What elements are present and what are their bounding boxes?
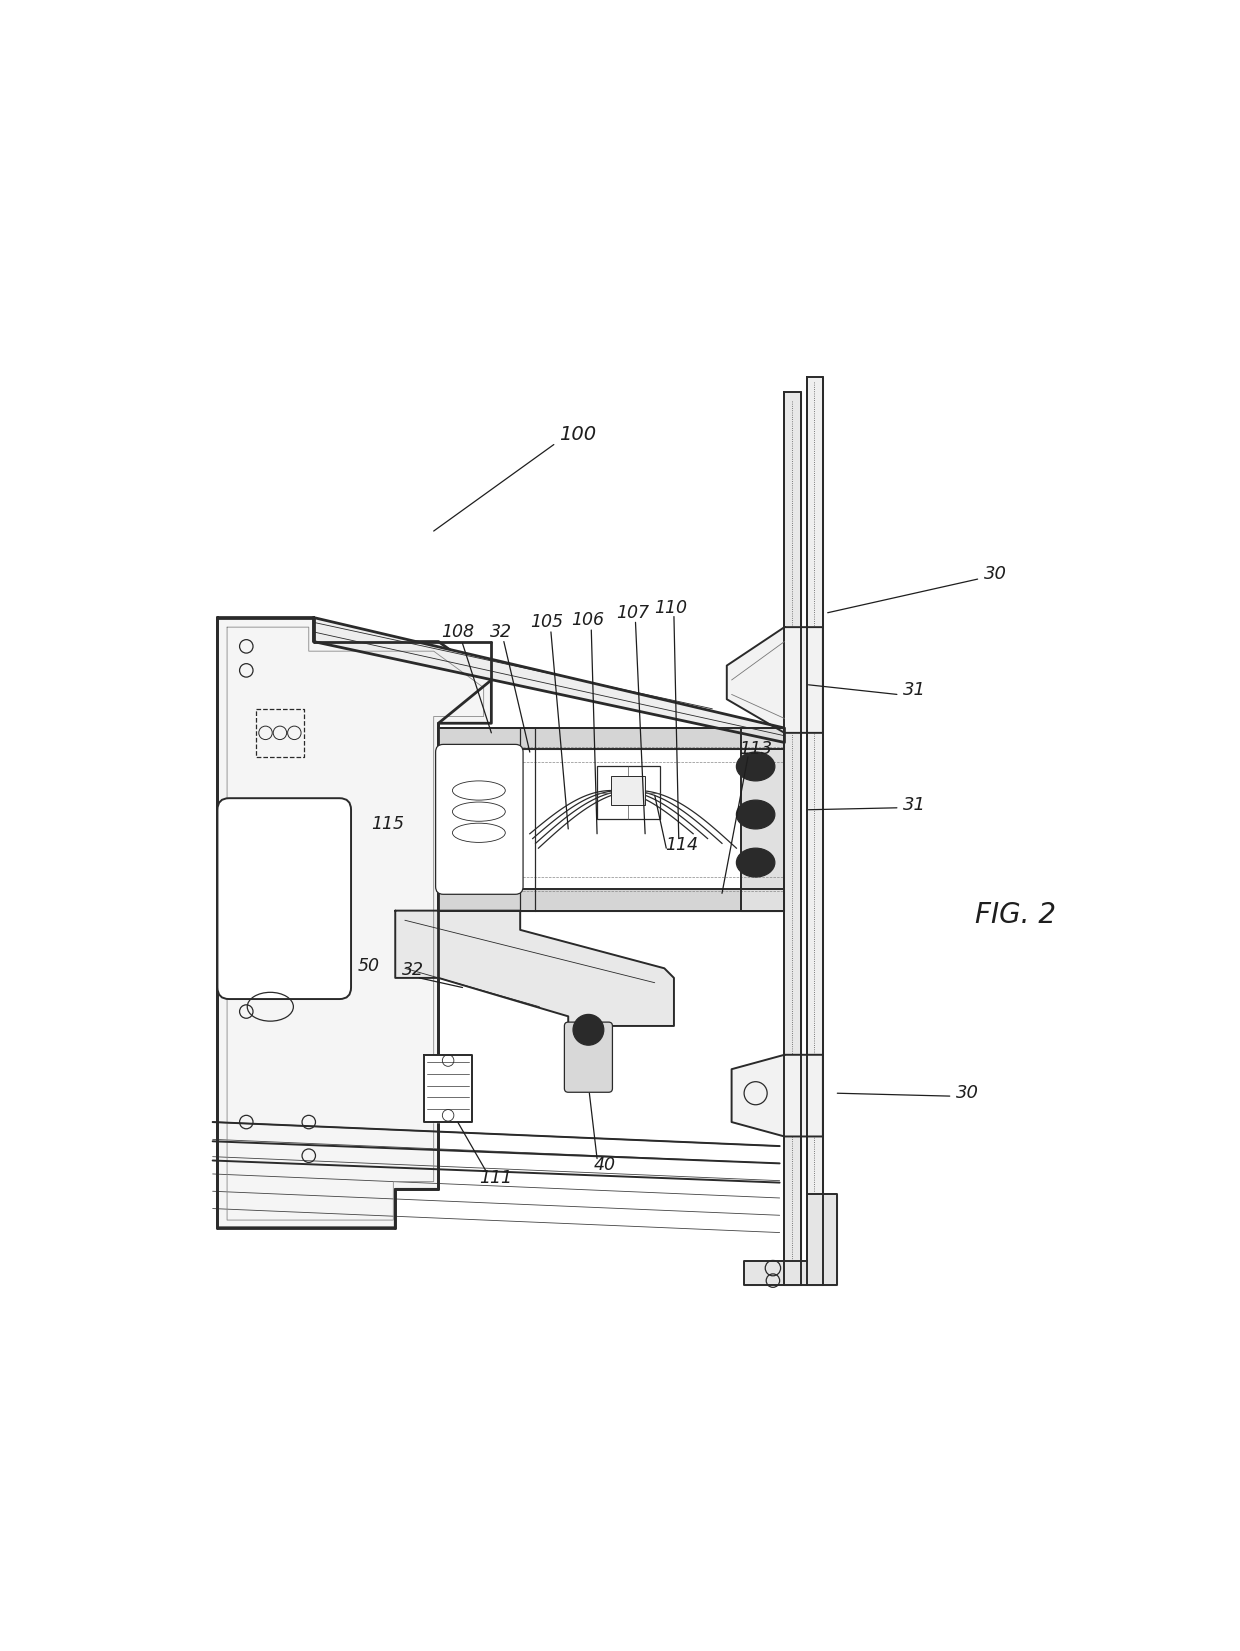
- Polygon shape: [742, 728, 785, 911]
- Polygon shape: [314, 617, 785, 743]
- Text: 115: 115: [371, 816, 404, 834]
- Polygon shape: [732, 1055, 823, 1136]
- Polygon shape: [727, 627, 823, 733]
- Text: 113: 113: [739, 740, 773, 758]
- Polygon shape: [439, 728, 785, 750]
- Bar: [611, 776, 645, 806]
- Polygon shape: [424, 1055, 472, 1123]
- Text: 32: 32: [402, 961, 424, 979]
- Circle shape: [573, 1014, 604, 1045]
- FancyBboxPatch shape: [564, 1022, 613, 1093]
- Polygon shape: [785, 391, 801, 1286]
- Text: 100: 100: [559, 426, 596, 444]
- Polygon shape: [396, 911, 675, 1025]
- Text: 30: 30: [985, 565, 1007, 583]
- Ellipse shape: [737, 753, 775, 781]
- Bar: [596, 766, 660, 819]
- Text: 31: 31: [903, 796, 926, 814]
- Text: 106: 106: [570, 611, 604, 629]
- Text: 32: 32: [490, 622, 512, 641]
- Polygon shape: [439, 890, 785, 911]
- Text: 30: 30: [956, 1085, 978, 1103]
- Text: 50: 50: [357, 958, 379, 976]
- Ellipse shape: [737, 801, 775, 829]
- Text: 114: 114: [665, 837, 698, 854]
- Text: 108: 108: [441, 622, 474, 641]
- Text: 107: 107: [616, 604, 649, 622]
- Polygon shape: [744, 1194, 837, 1286]
- Polygon shape: [217, 617, 491, 1228]
- Text: 105: 105: [531, 613, 564, 631]
- FancyBboxPatch shape: [435, 745, 523, 895]
- Ellipse shape: [737, 849, 775, 877]
- Text: FIG. 2: FIG. 2: [975, 901, 1055, 930]
- Text: 40: 40: [594, 1156, 616, 1174]
- Text: 31: 31: [903, 680, 926, 698]
- Text: 110: 110: [655, 599, 687, 617]
- FancyBboxPatch shape: [217, 797, 351, 999]
- Text: 111: 111: [480, 1169, 512, 1187]
- Polygon shape: [806, 378, 823, 1286]
